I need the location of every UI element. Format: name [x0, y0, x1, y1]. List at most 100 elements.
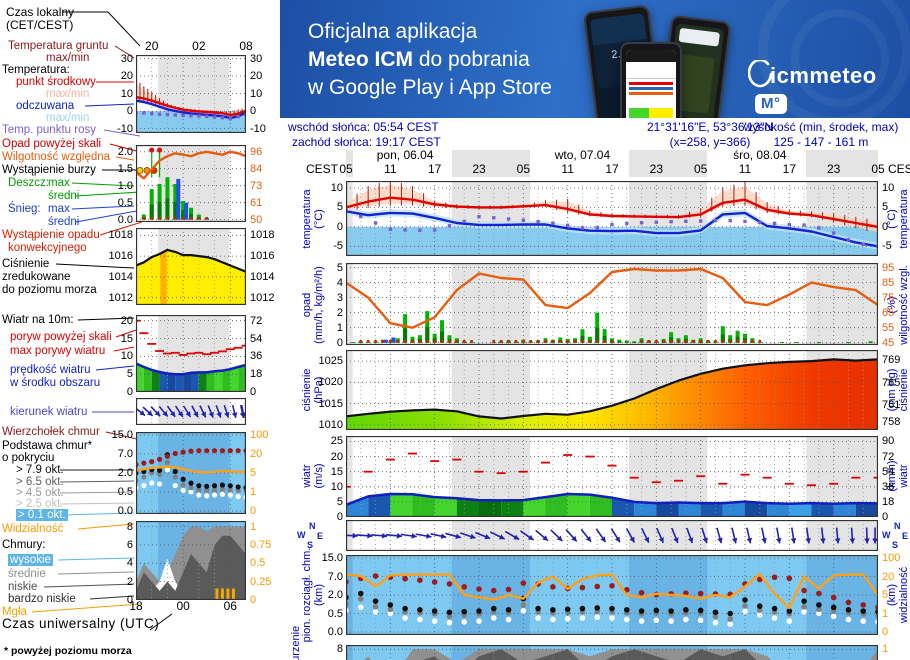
- tick-label: 1016: [250, 250, 275, 263]
- tick-label: 0.75: [250, 538, 272, 551]
- panel-temperature: [136, 55, 246, 133]
- logo-badge: M°: [755, 94, 787, 114]
- night-band: [451, 150, 530, 177]
- utc-label: Czas uniwersalny (UTC): [2, 616, 160, 631]
- okta-25-label: > 2.5 okt.: [16, 498, 64, 510]
- hour-label: 11: [561, 162, 574, 176]
- tick-label: 95: [882, 261, 895, 274]
- panel-pressure: [346, 350, 878, 430]
- tick-label: 1025: [318, 355, 343, 368]
- clouds-low-label: niskie: [8, 581, 38, 593]
- logo-text: icmmeteo: [770, 63, 877, 88]
- mini-hour-top-label: 08: [239, 39, 253, 53]
- hour-label: 11: [738, 162, 752, 176]
- precip-overscale-label: Opad powyżej skali: [2, 138, 102, 150]
- grid-xy-text: (x=258, y=366): [669, 135, 751, 149]
- tick-label: 10: [120, 350, 133, 363]
- tick-label: 761: [882, 399, 901, 412]
- tick-label: 0.0: [117, 213, 133, 226]
- tick-label: 0: [126, 594, 133, 606]
- day-label: śro, 08.04: [733, 150, 787, 162]
- tick-label: 20: [120, 70, 133, 83]
- convective-label: Wystąpienie opadu: [2, 229, 100, 241]
- tick-label: 1015: [318, 397, 343, 410]
- tick-label: 5: [126, 368, 133, 381]
- hour-label: 23: [472, 162, 486, 176]
- tick-label: 1018: [108, 229, 133, 242]
- banner-line2-rest: do pobrania: [413, 48, 530, 71]
- temp-maxmin-label: max/min: [46, 88, 90, 100]
- icmmeteo-logo: icmmeteo M°: [747, 58, 910, 116]
- tick-label: 0.0: [327, 626, 343, 638]
- snow-mean-label: średni: [48, 216, 80, 228]
- tick-label: 5: [336, 261, 343, 274]
- tick-label: 0: [126, 105, 133, 118]
- tick-label: 5: [882, 201, 889, 214]
- tick-label: 15.0: [111, 429, 133, 441]
- tick-label: 10: [882, 181, 895, 194]
- feels-like-label: odczuwana: [16, 100, 75, 112]
- tick-label: 3: [336, 291, 343, 304]
- rain-mean-label: średni: [48, 190, 80, 202]
- mini-hour-bottom-label: 06: [223, 599, 237, 613]
- tick-label: 20: [250, 448, 263, 460]
- tick-label: 2.0: [117, 467, 133, 479]
- hour-label: 23: [826, 162, 841, 176]
- tick-label: 1: [882, 607, 889, 620]
- panel-wind: [136, 315, 246, 392]
- banner-line1: Oficjalna aplikacja: [308, 20, 478, 43]
- panel-temperature: [346, 181, 878, 256]
- panel-wind-direction: [136, 398, 246, 425]
- meteogram-chart-area: temperatura (°C) opad (mm/h, kg/m²/h) ciśn…: [280, 150, 910, 660]
- tick-label: 25: [330, 435, 343, 448]
- hour-label: 17: [605, 162, 619, 176]
- tick-label: 2: [126, 575, 133, 588]
- tick-label: 0: [250, 105, 257, 118]
- tick-label: 0: [250, 594, 257, 606]
- tick-label: 10: [250, 87, 263, 100]
- tick-label: 0.0: [117, 505, 133, 517]
- tick-label: -10: [250, 122, 266, 135]
- midpoint-temp-label: punkt środkowy: [16, 76, 96, 88]
- tick-label: 73: [250, 179, 263, 192]
- tick-label: 2: [336, 306, 343, 319]
- tick-label: 55: [882, 321, 895, 334]
- tick-label: 2.0: [327, 589, 343, 601]
- tick-label: 7.0: [117, 448, 133, 460]
- wind-speed-label2: w środku obszaru: [10, 377, 101, 389]
- panel-wind-direction: [346, 520, 878, 551]
- feels-maxmin-label: max/min: [46, 112, 90, 124]
- tick-label: 61: [250, 196, 263, 209]
- tick-label: 0.5: [327, 607, 343, 620]
- okta-79-label: > 7.9 okt.: [16, 464, 64, 476]
- tick-label: 0.5: [117, 486, 133, 498]
- coords-text: 21°31'16"E, 53°36'13"N: [646, 120, 774, 134]
- panel-cloud-cover: [136, 521, 246, 600]
- tick-label: 15.0: [321, 552, 343, 564]
- tick-label: 20: [330, 450, 343, 463]
- local-time-label2: (CET/CEST): [6, 18, 74, 32]
- wind-speed-label: prędkość wiatru: [10, 364, 91, 376]
- gust-overscale-label: poryw powyżej skali: [10, 331, 112, 343]
- rain-max-label: max: [48, 177, 70, 189]
- tick-label: 1: [250, 520, 257, 533]
- pressure-label2: zredukowane: [2, 271, 71, 283]
- panel-cloud-cover: [346, 645, 878, 660]
- tick-label: 4: [336, 276, 343, 289]
- wind-direction-label: kierunek wiatru: [10, 406, 88, 418]
- tick-label: 20: [882, 570, 895, 583]
- tick-label: 0: [882, 511, 889, 523]
- pressure-label3: do poziomu morza: [2, 284, 97, 296]
- app-promo-banner[interactable]: Oficjalna aplikacja Meteo ICM do pobrani…: [280, 0, 910, 118]
- tick-label: 54: [250, 332, 263, 345]
- tick-label: 0.5: [117, 196, 133, 209]
- tick-label: 758: [882, 416, 901, 429]
- tick-label: 0: [882, 626, 889, 638]
- banner-line2: Meteo ICM do pobrania: [308, 48, 530, 72]
- thunderstorm-label: Wystąpienie burzy: [2, 164, 96, 176]
- timezone-label: CEST: [888, 162, 910, 176]
- panel-precipitation: [136, 145, 246, 222]
- tick-label: 1020: [318, 376, 343, 389]
- clouds-verylow-label: bardzo niskie: [8, 593, 76, 605]
